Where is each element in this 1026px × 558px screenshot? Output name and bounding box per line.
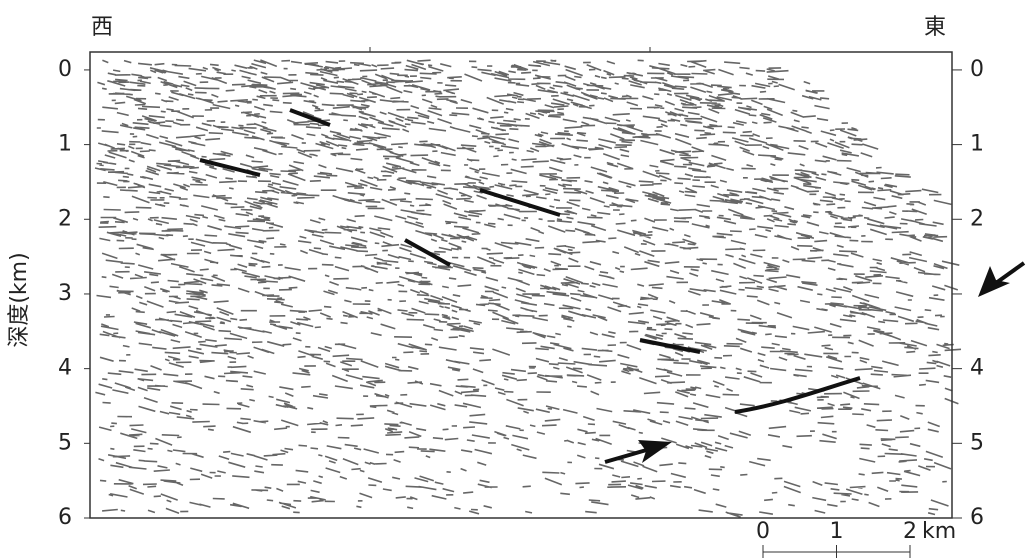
east-label: 東	[924, 15, 946, 40]
arrow	[605, 440, 672, 463]
left-tick-label: 5	[58, 430, 72, 455]
scale-unit: km	[922, 519, 956, 544]
scale-label: 0	[756, 519, 770, 544]
right-tick-label: 4	[970, 356, 984, 381]
scale-label: 1	[830, 519, 844, 544]
seismic-section	[95, 60, 961, 517]
right-tick-label: 2	[970, 206, 984, 231]
left-tick-label: 4	[58, 356, 72, 381]
left-tick-label: 1	[58, 132, 72, 157]
arrow	[978, 263, 1024, 297]
right-tick-label: 1	[970, 132, 984, 157]
right-tick-label: 0	[970, 57, 984, 82]
west-label: 西	[91, 15, 113, 40]
right-tick-label: 6	[970, 505, 984, 530]
left-tick-label: 0	[58, 57, 72, 82]
left-tick-label: 3	[58, 281, 72, 306]
scale-label: 2	[903, 519, 917, 544]
right-tick-label: 5	[970, 430, 984, 455]
reflections	[95, 60, 961, 517]
axis-label: 深度(km)	[7, 252, 32, 347]
figure: 西 東 深度(km) 0123456012456012km	[0, 0, 1026, 558]
left-tick-label: 2	[58, 206, 72, 231]
left-tick-label: 6	[58, 505, 72, 530]
